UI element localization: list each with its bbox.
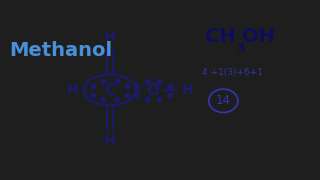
Text: 14: 14 [216,94,231,107]
Text: 3: 3 [236,42,245,55]
Text: H: H [104,134,116,148]
Text: OH: OH [242,26,275,46]
Point [114,80,119,82]
Point [124,93,129,96]
Point [167,84,172,87]
Point [100,98,106,100]
Text: CH: CH [205,26,236,46]
Point [114,98,119,100]
Text: O: O [146,82,159,98]
Point [144,80,149,83]
Point [100,80,106,82]
Point [90,84,95,87]
Point [156,80,162,83]
Text: H: H [182,83,194,97]
Text: H: H [67,83,79,97]
Text: C: C [104,82,115,98]
Point [167,93,172,96]
Point [156,97,162,100]
Point [144,97,149,100]
Text: H: H [104,30,116,44]
Text: Methanol: Methanol [9,41,112,60]
Point [133,93,139,96]
Text: 4 +1(3)+6+1: 4 +1(3)+6+1 [202,68,263,76]
Point [90,93,95,96]
Point [133,84,139,87]
Point [124,84,129,87]
